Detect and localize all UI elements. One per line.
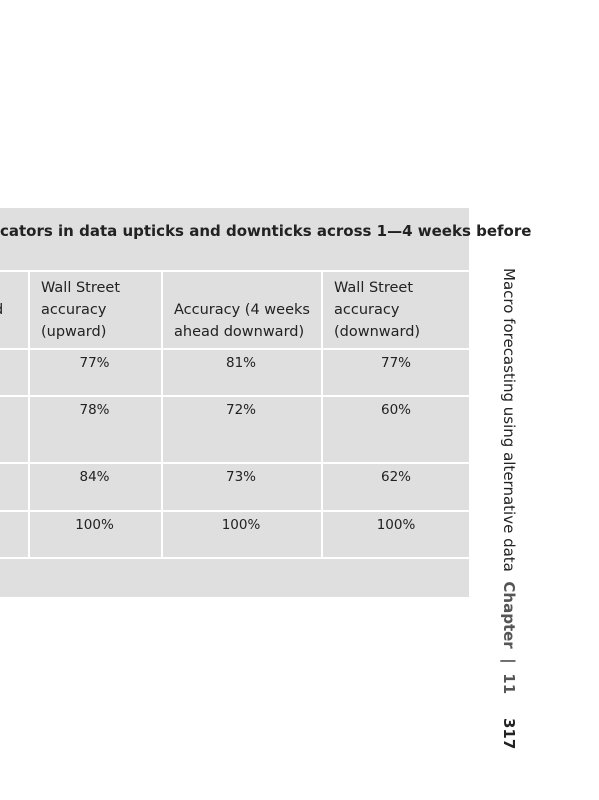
header-text: d xyxy=(0,299,3,321)
table-cell xyxy=(321,510,471,557)
table-cell xyxy=(161,348,321,395)
table-cell xyxy=(28,462,161,510)
running-head: Macro forecasting using alternative data… xyxy=(500,268,518,749)
cell-value: 100% xyxy=(376,517,416,533)
table-cell xyxy=(0,510,30,557)
table-cell xyxy=(161,462,321,510)
header-text: (upward) xyxy=(41,324,107,340)
chapter-label: Chapter xyxy=(500,581,518,649)
table-cell xyxy=(0,462,30,510)
table-cell xyxy=(321,348,471,395)
table-cell xyxy=(0,395,30,462)
table-cell xyxy=(161,395,321,462)
page-number: 317 xyxy=(500,718,518,750)
cell-value: 72% xyxy=(225,402,256,418)
table-cell xyxy=(0,270,30,348)
table-cell xyxy=(321,270,471,348)
cell-value: 73% xyxy=(225,469,256,485)
table-cell xyxy=(0,348,30,395)
table-title: cators in data upticks and downticks acr… xyxy=(0,222,532,240)
table-cell xyxy=(321,395,471,462)
header-text: (downward) xyxy=(334,324,421,340)
header-text: Wall Street xyxy=(334,280,414,296)
cell-value: 84% xyxy=(79,469,110,485)
cell-value: 78% xyxy=(79,402,110,418)
cell-value: 77% xyxy=(79,355,110,371)
header-text: ahead downward) xyxy=(174,324,305,340)
table-cell xyxy=(28,270,161,348)
table-cell xyxy=(28,510,161,557)
cell-value: 81% xyxy=(225,355,256,371)
separator: | xyxy=(500,658,518,664)
header-text: accuracy xyxy=(41,302,107,318)
header-text: Accuracy (4 weeks xyxy=(174,302,310,318)
header-text: Wall Street xyxy=(41,280,121,296)
table-box xyxy=(0,208,469,597)
book-title: Macro forecasting using alternative data xyxy=(500,268,518,572)
cell-value: 77% xyxy=(380,355,411,371)
table-cell xyxy=(321,462,471,510)
cell-value: 100% xyxy=(221,517,261,533)
table-cell xyxy=(28,348,161,395)
cell-value: 62% xyxy=(380,469,411,485)
table-cell xyxy=(28,395,161,462)
table-footer xyxy=(0,557,471,597)
cell-value: 60% xyxy=(380,402,411,418)
table-cell xyxy=(161,510,321,557)
cell-value: 100% xyxy=(75,517,114,533)
header-text: accuracy xyxy=(334,302,400,318)
chapter-number: 11 xyxy=(500,673,518,695)
table-cell xyxy=(161,270,321,348)
